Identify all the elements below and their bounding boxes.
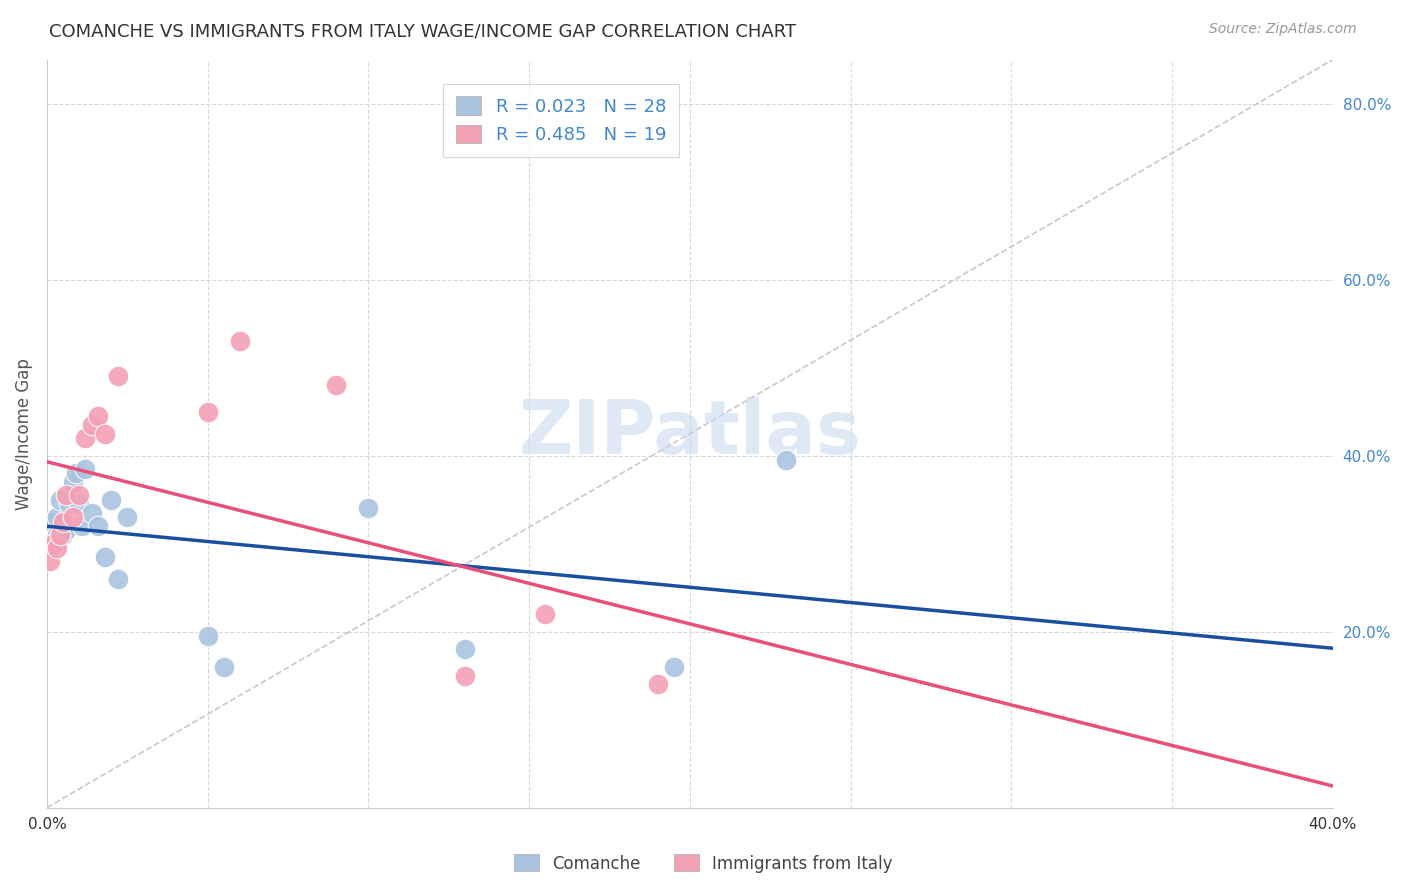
Point	[197, 629, 219, 643]
Point	[39, 524, 62, 538]
Point	[325, 378, 347, 392]
Point	[48, 492, 70, 507]
Point	[70, 519, 93, 533]
Point	[52, 515, 75, 529]
Point	[67, 488, 90, 502]
Point	[100, 492, 122, 507]
Point	[39, 541, 62, 555]
Point	[42, 533, 65, 547]
Point	[45, 510, 67, 524]
Point	[45, 528, 67, 542]
Point	[357, 501, 380, 516]
Point	[197, 404, 219, 418]
Point	[42, 515, 65, 529]
Text: Source: ZipAtlas.com: Source: ZipAtlas.com	[1209, 22, 1357, 37]
Point	[58, 497, 80, 511]
Point	[48, 528, 70, 542]
Point	[454, 668, 477, 682]
Y-axis label: Wage/Income Gap: Wage/Income Gap	[15, 358, 32, 509]
Point	[107, 369, 129, 384]
Text: ZIPatlas: ZIPatlas	[519, 397, 860, 470]
Point	[75, 431, 97, 445]
Point	[80, 417, 103, 432]
Point	[62, 510, 84, 524]
Point	[662, 660, 685, 674]
Point	[454, 642, 477, 657]
Point	[48, 528, 70, 542]
Legend: R = 0.023   N = 28, R = 0.485   N = 19: R = 0.023 N = 28, R = 0.485 N = 19	[443, 84, 679, 157]
Point	[45, 541, 67, 555]
Point	[87, 519, 110, 533]
Point	[775, 453, 797, 467]
Point	[65, 467, 87, 481]
Point	[94, 426, 117, 441]
Point	[87, 409, 110, 423]
Point	[107, 572, 129, 586]
Point	[67, 497, 90, 511]
Point	[62, 475, 84, 489]
Point	[75, 462, 97, 476]
Point	[39, 554, 62, 568]
Point	[94, 549, 117, 564]
Point	[212, 660, 235, 674]
Point	[80, 506, 103, 520]
Text: COMANCHE VS IMMIGRANTS FROM ITALY WAGE/INCOME GAP CORRELATION CHART: COMANCHE VS IMMIGRANTS FROM ITALY WAGE/I…	[49, 22, 796, 40]
Point	[229, 334, 252, 349]
Point	[117, 510, 139, 524]
Point	[52, 528, 75, 542]
Legend: Comanche, Immigrants from Italy: Comanche, Immigrants from Italy	[508, 847, 898, 880]
Point	[647, 677, 669, 691]
Point	[534, 607, 557, 621]
Point	[55, 488, 77, 502]
Point	[42, 536, 65, 550]
Point	[55, 524, 77, 538]
